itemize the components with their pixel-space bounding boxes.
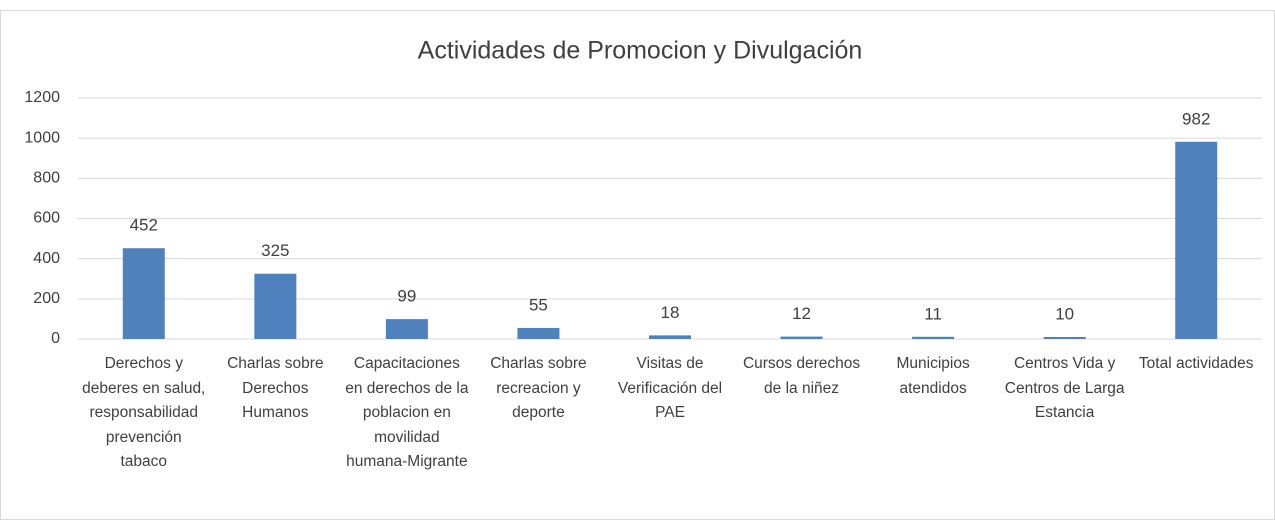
- y-tick-label: 0: [51, 330, 60, 347]
- x-tick-label: Derechos y deberes en salud, responsabil…: [82, 355, 206, 470]
- y-tick-label: 800: [33, 170, 60, 187]
- bar: [1175, 141, 1218, 339]
- bar: [122, 248, 165, 339]
- data-label: 982: [1182, 109, 1210, 128]
- bar: [254, 273, 297, 339]
- data-label: 10: [1055, 304, 1074, 323]
- y-tick-label: 1200: [24, 89, 60, 106]
- data-label: 99: [397, 287, 416, 306]
- bar: [385, 319, 428, 339]
- x-tick-label: Charlas sobre Derechos Humanos: [227, 355, 324, 421]
- x-tick-label: Cursos derechos de la niñez: [742, 355, 861, 397]
- chart-title: Actividades de Promocion y Divulgación: [418, 37, 863, 65]
- x-tick-label: Visitas de Verificación del PAE: [617, 355, 723, 421]
- bar: [517, 327, 560, 339]
- data-label: 55: [529, 295, 548, 314]
- bar: [649, 335, 691, 339]
- data-label: 12: [792, 304, 811, 323]
- x-tick-label: Total actividades: [1138, 355, 1254, 372]
- bar: [780, 336, 823, 339]
- x-tick-label: Charlas sobre recreacion y deporte: [490, 355, 587, 421]
- data-label: 11: [924, 304, 942, 323]
- y-tick-label: 1000: [24, 129, 60, 146]
- bar: [912, 336, 955, 339]
- y-tick-label: 200: [33, 290, 60, 307]
- data-label: 325: [261, 241, 289, 260]
- y-tick-label: 400: [33, 250, 60, 267]
- x-tick-label: Municipios atendidos: [896, 355, 970, 397]
- x-tick-label: Capacitaciones en derechos de la poblaci…: [345, 355, 469, 470]
- bar: [1043, 336, 1086, 339]
- data-label: 452: [130, 216, 158, 235]
- chart-border: [0, 10, 1275, 520]
- x-tick-label: Centros Vida y Centros de Larga Estancia: [1004, 355, 1125, 421]
- y-tick-label: 600: [33, 210, 60, 227]
- data-label: 18: [661, 303, 680, 322]
